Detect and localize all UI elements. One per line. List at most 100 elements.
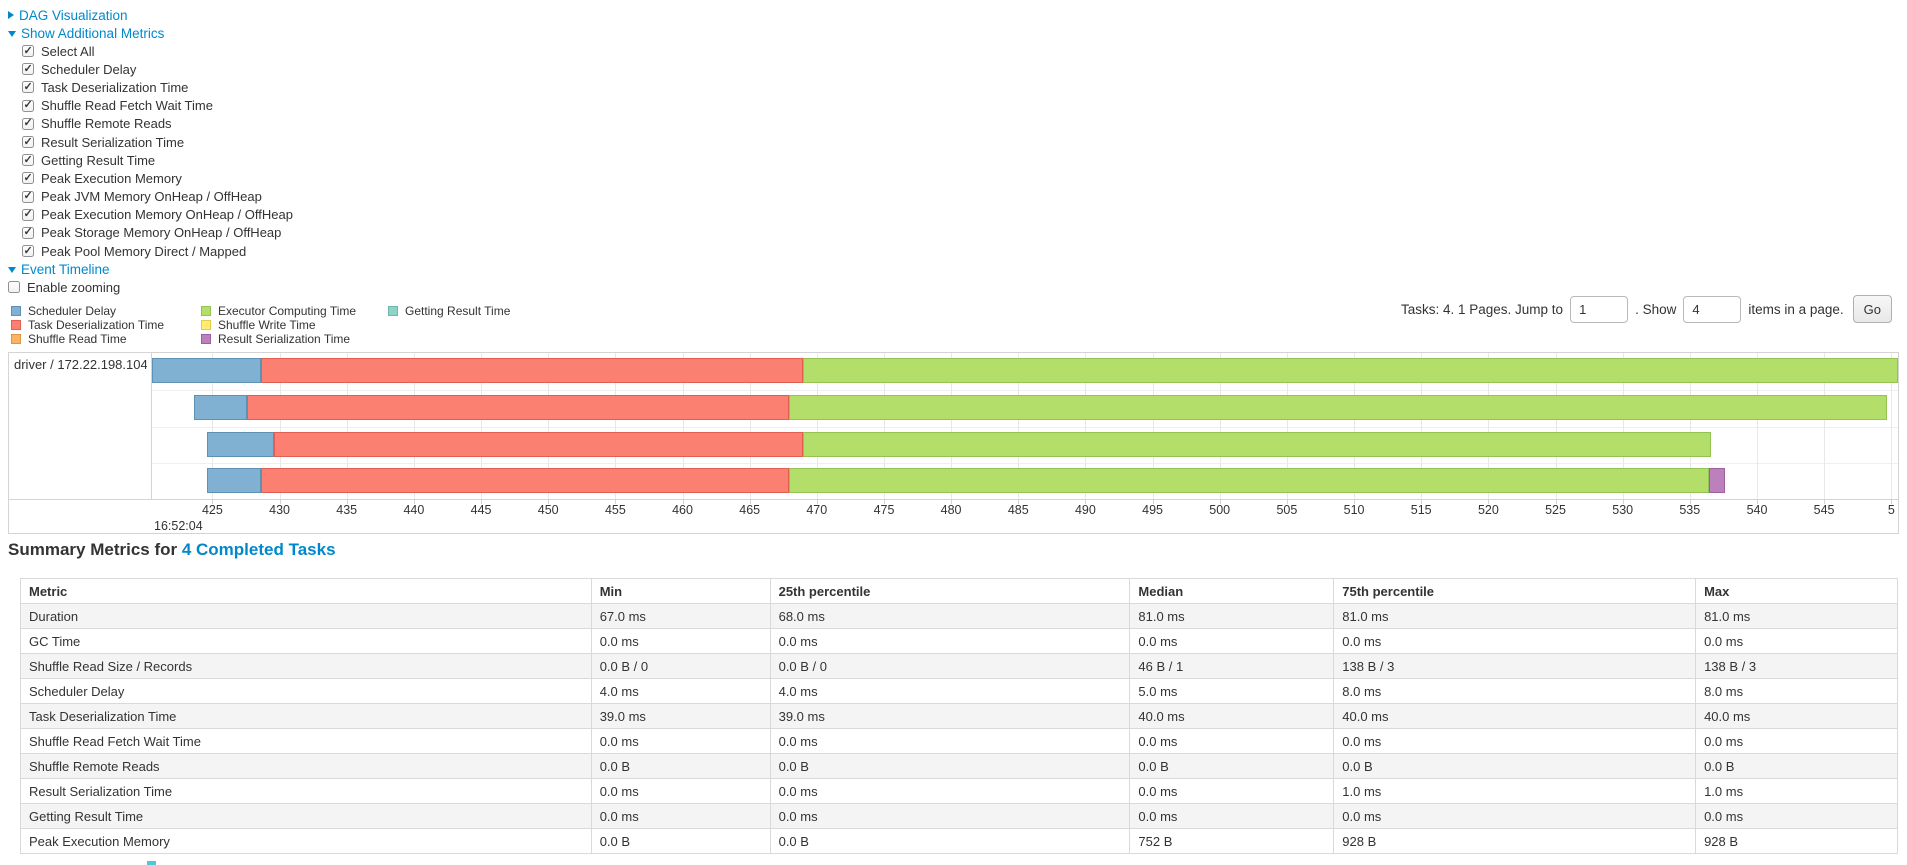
metric-checkbox[interactable] — [22, 44, 34, 58]
grid-line — [212, 353, 214, 499]
axis-tick-label: 505 — [1276, 503, 1298, 517]
metric-value-cell: 46 B / 1 — [1129, 653, 1335, 679]
dag-visualization-toggle[interactable]: DAG Visualization — [8, 6, 293, 24]
items-per-page-input[interactable] — [1683, 295, 1742, 323]
axis-tick-label: 450 — [537, 503, 559, 517]
legend-item: Scheduler Delay — [11, 304, 171, 318]
axis-tick-label: 485 — [1007, 503, 1029, 517]
metric-checkbox[interactable] — [22, 171, 34, 185]
pagination-show-text: . Show — [1635, 301, 1677, 317]
grid-line — [1018, 353, 1020, 499]
additional-metrics-checkbox-list: Select All Scheduler Delay Task Deserializ… — [8, 42, 293, 260]
metric-value-cell: 0.0 ms — [1129, 778, 1335, 804]
metric-value-cell: 68.0 ms — [769, 603, 1131, 629]
metric-value-cell: 0.0 ms — [590, 728, 771, 754]
go-button[interactable]: Go — [1852, 295, 1892, 323]
result-serialization-segment[interactable] — [1708, 468, 1725, 494]
event-timeline-chart: driver / 172.22.198.104 16:52:04 425 430 4… — [8, 352, 1899, 534]
axis-tick-label: 460 — [672, 503, 693, 517]
dag-visualization-link[interactable]: DAG Visualization — [19, 7, 128, 23]
metric-checkbox[interactable] — [22, 153, 34, 167]
axis-tick-label: 475 — [873, 503, 895, 517]
executor-computing-segment[interactable] — [803, 358, 1898, 383]
enable-zooming-checkbox[interactable] — [8, 281, 20, 294]
metric-checkbox[interactable] — [22, 80, 34, 94]
enable-zooming-row: Enable zooming — [8, 278, 293, 296]
metric-value-cell: 0.0 ms — [1333, 728, 1697, 754]
show-additional-metrics-link[interactable]: Show Additional Metrics — [21, 25, 165, 41]
show-additional-metrics-toggle[interactable]: Show Additional Metrics — [8, 24, 293, 42]
executor-computing-segment[interactable] — [788, 394, 1888, 420]
metric-value-cell: 0.0 B — [1129, 753, 1335, 779]
metric-checkbox-row: Getting Result Time — [22, 151, 293, 169]
metric-checkbox-label: Select All — [41, 43, 95, 59]
metric-checkbox[interactable] — [22, 189, 34, 203]
grid-line — [884, 353, 885, 499]
metric-value-cell: 1.0 ms — [1333, 778, 1697, 804]
executor-computing-segment[interactable] — [788, 468, 1709, 494]
metric-checkbox[interactable] — [22, 244, 34, 258]
expanded-arrow-icon — [8, 31, 16, 37]
table-row: Shuffle Read Fetch Wait Time 0.0 ms 0.0 ms… — [20, 728, 1898, 754]
axis-tick-mark — [1622, 500, 1624, 504]
metric-value-cell: 40.0 ms — [1695, 703, 1898, 729]
metric-checkbox-label: Result Serialization Time — [41, 134, 185, 150]
metric-checkbox-row: Result Serialization Time — [22, 133, 293, 151]
metric-value-cell: 8.0 ms — [1333, 678, 1697, 704]
metric-checkbox-row: Scheduler Delay — [22, 60, 293, 78]
task-deserialization-segment[interactable] — [260, 468, 789, 494]
row-separator-line — [152, 463, 1898, 465]
metric-checkbox-row: Shuffle Read Fetch Wait Time — [22, 97, 293, 115]
axis-tick-mark — [682, 500, 684, 504]
metric-value-cell: 40.0 ms — [1333, 703, 1697, 729]
metric-checkbox[interactable] — [22, 116, 34, 130]
axis-tick-label: 500 — [1209, 503, 1231, 517]
event-timeline-link[interactable]: Event Timeline — [21, 261, 110, 277]
metric-value-cell: 8.0 ms — [1695, 678, 1898, 704]
executor-group-label: driver / 172.22.198.104 — [14, 357, 147, 372]
metric-checkbox[interactable] — [22, 98, 34, 112]
metric-checkbox[interactable] — [22, 135, 34, 149]
grid-line — [1689, 353, 1691, 499]
metric-checkbox-label: Shuffle Remote Reads — [41, 116, 172, 132]
metric-checkbox[interactable] — [22, 62, 34, 76]
task-deserialization-segment[interactable] — [274, 431, 804, 457]
result-serialization-swatch — [201, 333, 211, 344]
axis-tick-mark — [212, 500, 214, 504]
task-deserialization-segment[interactable] — [260, 358, 804, 383]
metric-checkbox[interactable] — [22, 207, 34, 221]
metric-checkbox[interactable] — [22, 225, 34, 239]
timeline-plot-area — [152, 353, 1898, 499]
metric-value-cell: 39.0 ms — [590, 703, 771, 729]
axis-tick-label: 530 — [1612, 503, 1634, 517]
metric-value-cell: 40.0 ms — [1129, 703, 1335, 729]
axis-tick-mark — [1085, 500, 1087, 504]
axis-tick-label: 455 — [604, 503, 626, 517]
completed-tasks-link[interactable]: 4 Completed Tasks — [181, 540, 336, 559]
metric-value-cell: 0.0 ms — [1695, 728, 1898, 754]
metric-name-cell: Shuffle Read Fetch Wait Time — [20, 728, 592, 754]
scheduler-delay-segment[interactable] — [152, 358, 261, 383]
grid-line — [1286, 353, 1288, 499]
scheduler-delay-segment[interactable] — [193, 394, 248, 420]
axis-tick-mark — [1824, 500, 1826, 504]
table-row: Shuffle Read Size / Records 0.0 B / 0 0.0 … — [20, 653, 1898, 679]
metric-value-cell: 0.0 B / 0 — [769, 653, 1131, 679]
timeline-legend: Scheduler Delay Task Deserialization Time… — [11, 304, 540, 346]
scheduler-delay-segment[interactable] — [207, 468, 261, 494]
jump-to-page-input[interactable] — [1570, 295, 1629, 323]
metric-checkbox-label: Shuffle Read Fetch Wait Time — [41, 98, 213, 114]
expanded-arrow-icon — [8, 267, 16, 274]
metric-value-cell: 0.0 ms — [1695, 628, 1898, 654]
axis-tick-label: 430 — [269, 503, 291, 517]
pagination-suffix-text: items in a page. — [1748, 301, 1844, 317]
column-header-min: Min — [590, 578, 771, 604]
metric-value-cell: 0.0 ms — [590, 803, 771, 829]
event-timeline-toggle[interactable]: Event Timeline — [8, 260, 293, 278]
shuffle-read-swatch — [11, 333, 21, 344]
metric-checkbox-row: Peak Execution Memory OnHeap / OffHeap — [22, 206, 293, 224]
scheduler-delay-segment[interactable] — [207, 431, 275, 457]
executor-computing-segment[interactable] — [803, 431, 1712, 457]
grid-line — [1757, 353, 1758, 499]
task-deserialization-segment[interactable] — [247, 394, 789, 420]
